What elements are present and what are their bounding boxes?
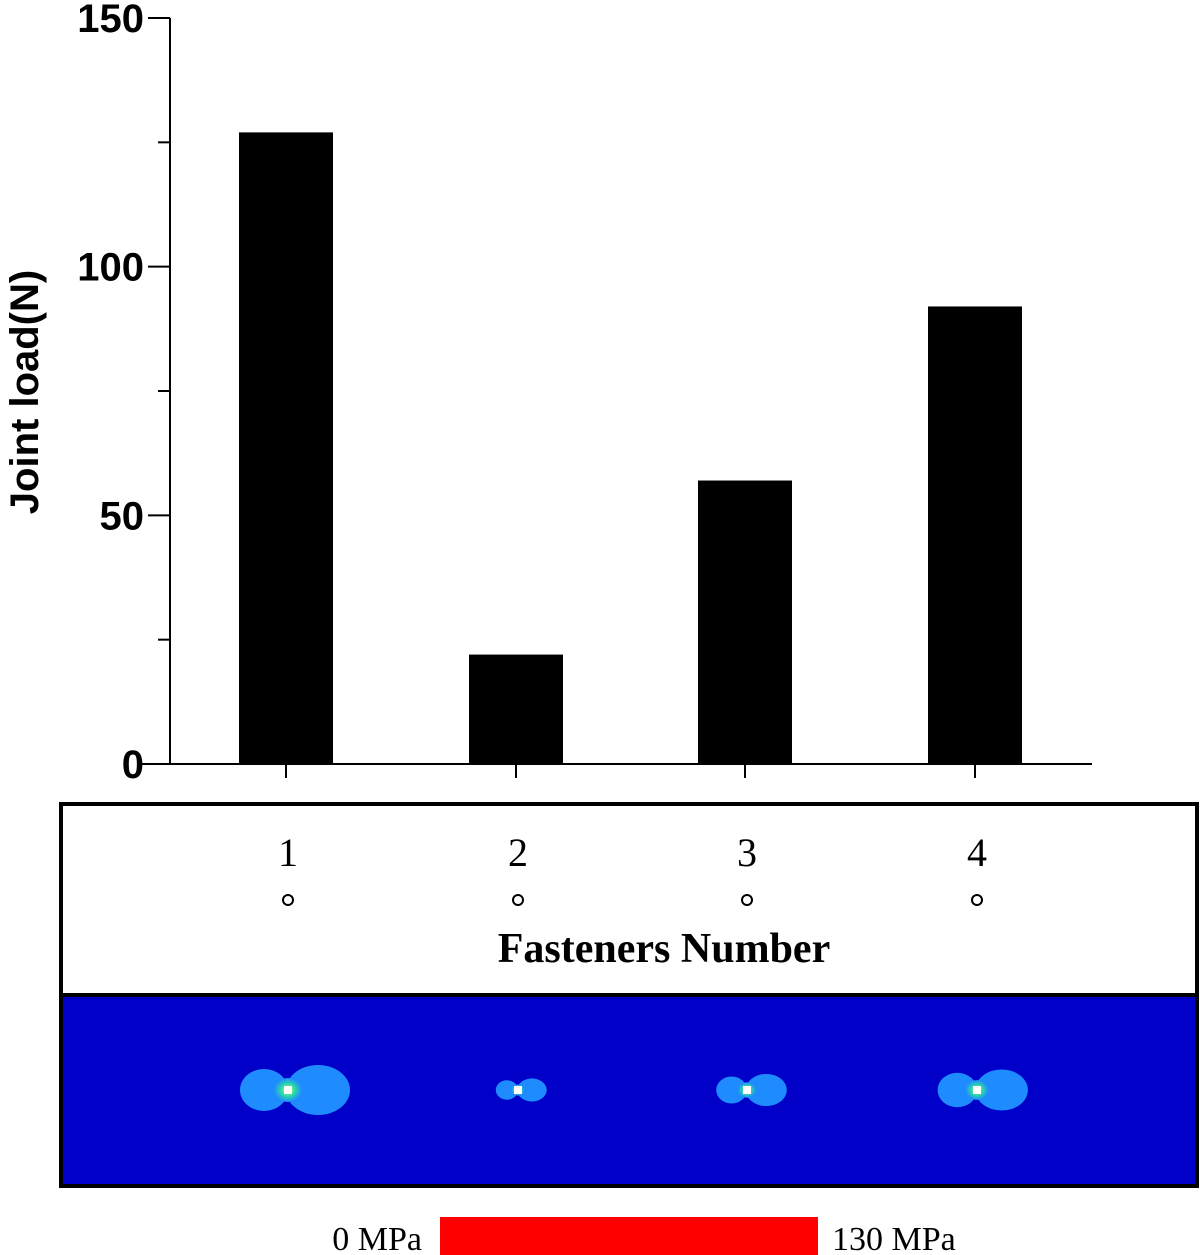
scale-bar [440,1217,818,1255]
bar-2 [469,654,563,764]
fastener-label-4: 4 [967,830,987,875]
stress-lobe-right [286,1065,350,1115]
stress-lobe-right [975,1069,1028,1111]
y-tick-label: 100 [77,246,144,290]
fastener-hole-icon [741,894,753,906]
stress-lobe-right [745,1073,787,1107]
x-axis-title: Fasteners Number [498,926,830,972]
fastener-label-2: 2 [508,830,528,875]
fastener-label-1: 1 [278,830,298,875]
stress-lobe-right [517,1078,547,1102]
stress-lobe-left [716,1076,748,1104]
y-axis-title: Joint load(N) [3,270,47,514]
fastener-hole-icon [512,894,524,906]
bar-3 [698,480,792,764]
fastener-hole-icon [971,894,983,906]
fastener-panel [59,802,1199,997]
stress-lobe-left [937,1072,977,1108]
stress-lobe-left [495,1080,518,1100]
y-tick-label: 50 [100,494,145,538]
y-tick-label: 150 [77,0,144,41]
y-tick-label: 0 [122,743,144,787]
fastener-hole-icon [743,1086,751,1094]
stress-spots [240,1065,1028,1115]
bar-1 [239,132,333,765]
fastener-hole-icon [282,894,294,906]
scale-max-label: 130 MPa [832,1221,956,1255]
scale-min-label: 0 MPa [332,1221,422,1255]
fastener-label-3: 3 [737,830,757,875]
fastener-hole-icon [973,1086,981,1094]
fastener-hole-icon [284,1086,292,1094]
x-ticks [285,764,976,778]
stress-lobe-left [240,1069,288,1111]
bar-4 [928,306,1022,764]
y-ticks: 0 50 100 150 [77,0,170,787]
fastener-hole-icon [514,1086,522,1094]
fastener-labels: 1 2 3 4 [278,830,987,906]
bars [239,132,1022,765]
